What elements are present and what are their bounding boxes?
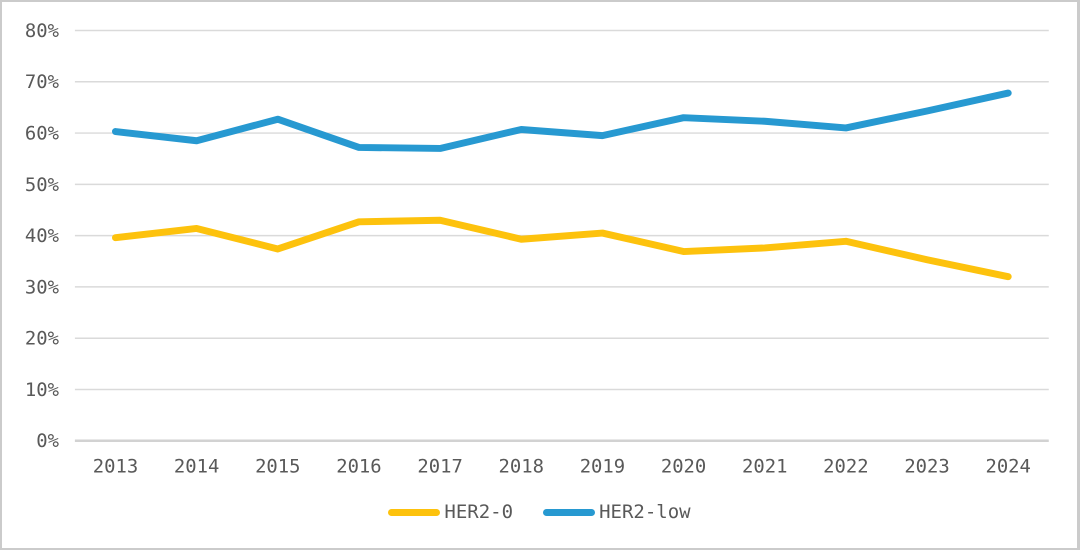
her2-0-line-swatch-icon <box>388 509 441 516</box>
legend-label-her2-low: HER2-low <box>599 501 691 523</box>
legend-item-her2-0[interactable]: HER2-0 <box>388 503 513 522</box>
y-axis-tick-label: 80% <box>25 20 60 42</box>
x-axis-tick-label: 2020 <box>661 456 706 478</box>
y-axis-tick-label: 10% <box>25 379 60 401</box>
legend-label-her2-0: HER2-0 <box>444 501 514 523</box>
y-axis-tick-label: 70% <box>25 71 60 93</box>
x-axis-tick-label: 2023 <box>904 456 949 478</box>
x-axis-tick-label: 2019 <box>580 456 625 478</box>
y-axis-tick-label: 0% <box>36 430 59 452</box>
x-axis-tick-label: 2017 <box>417 456 462 478</box>
legend-item-her2-low[interactable]: HER2-low <box>543 503 691 522</box>
x-axis-tick-label: 2018 <box>499 456 544 478</box>
her2-low-line-swatch-icon <box>543 509 596 516</box>
x-axis-tick-label: 2024 <box>985 456 1030 478</box>
legend: HER2-0 HER2-low <box>2 503 1077 522</box>
y-axis-tick-label: 50% <box>25 174 60 196</box>
x-axis-tick-label: 2015 <box>255 456 300 478</box>
y-axis-tick-label: 20% <box>25 328 60 350</box>
x-axis-tick-label: 2014 <box>174 456 219 478</box>
series-line-her2-0[interactable] <box>112 216 1012 281</box>
x-axis-tick-label: 2013 <box>93 456 138 478</box>
series-line-her2-low[interactable] <box>112 89 1012 152</box>
x-axis-tick-label: 2022 <box>823 456 868 478</box>
y-axis-tick-label: 30% <box>25 276 60 298</box>
x-axis-tick-label: 2016 <box>336 456 381 478</box>
x-axis-tick-label: 2021 <box>742 456 787 478</box>
y-axis-tick-label: 40% <box>25 225 60 247</box>
y-axis-tick-label: 60% <box>25 123 60 145</box>
